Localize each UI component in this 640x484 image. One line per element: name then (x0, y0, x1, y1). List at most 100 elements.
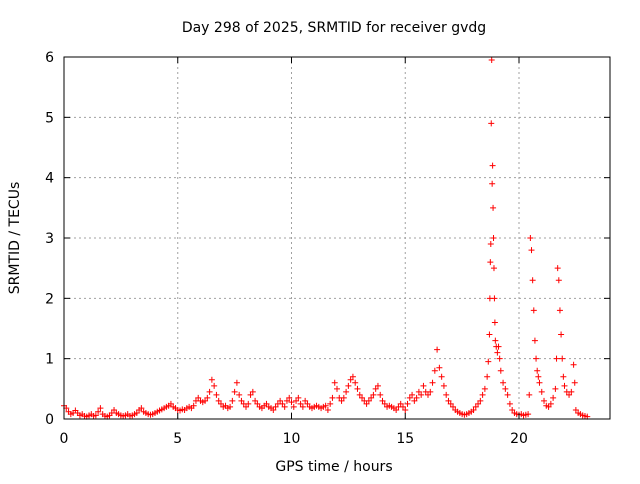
data-point (338, 397, 345, 404)
axis-ticks (63, 56, 610, 420)
data-point (293, 397, 300, 404)
y-tick-label: 5 (45, 110, 54, 126)
data-point (531, 337, 538, 344)
data-point (487, 259, 494, 266)
data-point (254, 400, 261, 407)
data-point (445, 397, 452, 404)
data-point (502, 385, 509, 392)
data-point (238, 397, 245, 404)
data-point (374, 382, 381, 389)
data-point (571, 379, 578, 386)
data-point (377, 391, 384, 398)
data-point (558, 331, 565, 338)
data-point (249, 388, 256, 395)
data-point (525, 411, 532, 418)
data-point (496, 355, 503, 362)
data-point (283, 397, 290, 404)
data-point (506, 400, 513, 407)
data-point (427, 388, 434, 395)
data-point (397, 400, 404, 407)
data-point (231, 388, 238, 395)
data-point (404, 400, 411, 407)
data-point (425, 391, 431, 398)
data-point (479, 391, 486, 398)
data-point (538, 388, 545, 395)
data-point (494, 349, 501, 356)
data-point (393, 406, 400, 413)
data-point (138, 405, 145, 412)
data-point (245, 400, 252, 407)
data-point (415, 388, 422, 395)
data-point (545, 403, 552, 410)
data-point (343, 388, 350, 395)
data-point (229, 397, 236, 404)
data-point (295, 394, 302, 401)
data-point (504, 391, 511, 398)
data-point (470, 406, 477, 413)
data-point (490, 265, 497, 272)
data-point (561, 382, 568, 389)
data-point (406, 394, 413, 401)
data-point (95, 408, 102, 415)
data-point (345, 382, 352, 389)
data-point (352, 379, 359, 386)
data-point (484, 373, 491, 380)
data-point (566, 391, 573, 398)
data-point (450, 403, 457, 410)
data-point (288, 399, 295, 406)
data-point (215, 397, 222, 404)
grid (64, 57, 610, 419)
data-point (202, 397, 209, 404)
data-point (334, 385, 340, 392)
data-point (486, 331, 493, 338)
data-point (492, 337, 499, 344)
data-point (489, 162, 496, 169)
y-tick-label: 0 (45, 412, 54, 428)
data-point (495, 343, 502, 350)
data-point (526, 391, 533, 398)
data-point (491, 295, 498, 302)
data-point (327, 400, 334, 407)
data-point (529, 277, 536, 284)
data-point (527, 235, 534, 241)
data-point (555, 277, 562, 284)
data-point (368, 394, 375, 401)
data-point (488, 120, 495, 127)
data-point (277, 397, 284, 404)
data-point (490, 204, 497, 211)
data-point (550, 394, 557, 401)
data-point (365, 397, 372, 404)
x-tick-labels: 0 5 10 15 20 (60, 431, 528, 447)
x-axis-label: GPS time / hours (275, 459, 392, 475)
data-point (568, 388, 575, 395)
data-point (217, 400, 224, 407)
data-point (409, 391, 416, 398)
data-point (429, 379, 436, 386)
y-tick-label: 1 (45, 352, 54, 368)
data-point (509, 406, 516, 413)
data-point (354, 385, 361, 392)
data-point (322, 402, 329, 409)
data-point (560, 373, 567, 380)
data-point (297, 400, 304, 407)
data-point (533, 355, 540, 362)
data-point (472, 403, 479, 410)
data-point (440, 382, 447, 389)
data-point (247, 391, 254, 398)
data-point (399, 403, 406, 410)
data-point (208, 376, 215, 383)
data-point (402, 406, 409, 413)
data-point (443, 391, 450, 398)
data-point (206, 388, 213, 395)
y-tick-label: 6 (45, 50, 54, 66)
data-point (491, 319, 498, 326)
data-point (485, 358, 492, 365)
data-point (553, 355, 560, 362)
data-point (570, 361, 577, 368)
data-point (286, 394, 293, 401)
data-point (447, 400, 454, 407)
data-point (413, 394, 420, 401)
data-point (167, 400, 174, 407)
data-point (477, 397, 484, 404)
data-point (418, 391, 425, 398)
